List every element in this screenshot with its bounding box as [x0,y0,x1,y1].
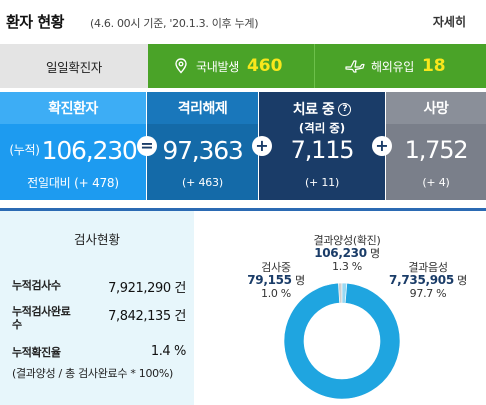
test-row-value: 7,842,135 건 [108,309,186,324]
test-status-panel: 검사현황 누적검사수 7,921,290 건 누적검사완료수 7,842,135… [0,211,194,405]
stat-treatment-value: 7,115 [290,136,355,164]
slice-name: 검사중 [261,261,291,274]
map-pin-icon [175,58,187,74]
stat-confirmed-value: 106,230 [41,136,138,165]
stat-released-delta: (+ 463) [182,176,223,189]
stat-confirmed-delta: 전일대비 (+ 478) [27,176,119,190]
stat-treatment-title-wrap: 치료 중? [259,98,385,120]
slice-label-testing: 검사중 79,155 명 1.0 % [246,261,306,300]
slice-percent: 97.7 % [409,287,447,300]
slice-label-negative: 결과음성 7,735,905 명 97.7 % [388,261,468,300]
help-icon[interactable]: ? [338,102,352,116]
daily-overseas: 해외유입 18 [314,44,486,88]
stat-confirmed-prefix: (누적) [9,143,40,157]
stat-deaths: 사망 1,752 (+ 4) [386,92,486,200]
slice-name: 결과음성 [408,261,448,274]
page-title: 환자 현황 [6,13,64,31]
slice-percent: 1.0 % [261,287,291,300]
slice-percent: 1.3 % [332,260,362,273]
test-result-chart: 검사중 79,155 명 1.0 % 결과양성(확진) 106,230 명 1.… [194,211,486,405]
stat-confirmed-title: 확진환자 [0,92,146,124]
daily-confirmed-label: 일일확진자 [0,44,148,88]
test-row-value: 1.4 % [150,344,187,359]
daily-overseas-label: 해외유입 [371,59,414,74]
stat-treatment: 치료 중? (격리 중) 7,115 (+ 11) [259,92,385,200]
stat-confirmed: 확진환자 (누적)106,230 전일대비 (+ 478) [0,92,146,200]
test-status-section: 검사현황 누적검사수 7,921,290 건 누적검사완료수 7,842,135… [0,208,486,405]
equals-sign: = [137,136,157,156]
stat-released: 격리해제 97,363 (+ 463) [147,92,258,200]
plus-sign: + [252,136,272,156]
daily-domestic: 국내발생 460 [148,44,314,88]
test-status-title: 검사현황 [73,232,120,247]
test-row-label: 누적확진율 [12,346,61,359]
stat-released-title: 격리해제 [147,92,258,124]
slice-name: 결과양성(확진) [313,234,381,247]
header: 환자 현황 (4.6. 00시 기준, '20.1.3. 이후 누계) 자세히 [0,0,486,40]
slice-label-positive: 결과양성(확진) 106,230 명 1.3 % [300,234,394,273]
stat-deaths-delta: (+ 4) [422,176,450,189]
stat-confirmed-value-wrap: (누적)106,230 [0,136,146,165]
test-row-label: 누적검사완료수 [12,305,71,331]
stat-released-value: 97,363 [162,136,243,165]
detail-link[interactable]: 자세히 [432,15,466,29]
slice-negative [283,282,401,400]
stat-treatment-delta: (+ 11) [304,176,340,189]
page-subtitle: (4.6. 00시 기준, '20.1.3. 이후 누계) [90,17,259,30]
stat-treatment-subtitle: (격리 중) [298,121,346,135]
plus-sign: + [372,136,392,156]
slice-unit: 명 [294,274,305,287]
slice-unit: 명 [369,247,380,260]
slice-value: 106,230 [314,246,367,260]
stats-row: 확진환자 (누적)106,230 전일대비 (+ 478) = 격리해제 97,… [0,92,486,200]
test-row-value: 7,921,290 건 [108,281,186,296]
stat-deaths-value: 1,752 [404,136,469,164]
airplane-icon [345,60,365,73]
stat-deaths-title: 사망 [386,92,486,124]
daily-domestic-label: 국내발생 [196,59,239,74]
slice-value: 7,735,905 [389,273,454,287]
slice-value: 79,155 [247,273,292,287]
test-rate-note: (결과양성 / 총 검사완료수 * 100%) [12,367,174,380]
daily-overseas-value: 18 [421,56,446,76]
test-row-label: 누적검사수 [12,279,61,292]
stat-treatment-title: 치료 중 [292,102,335,118]
daily-domestic-value: 460 [246,56,283,76]
daily-confirmed-bar: 일일확진자 국내발생 460 해외유입 18 [0,44,486,88]
donut-chart [283,282,401,400]
slice-unit: 명 [457,274,467,287]
